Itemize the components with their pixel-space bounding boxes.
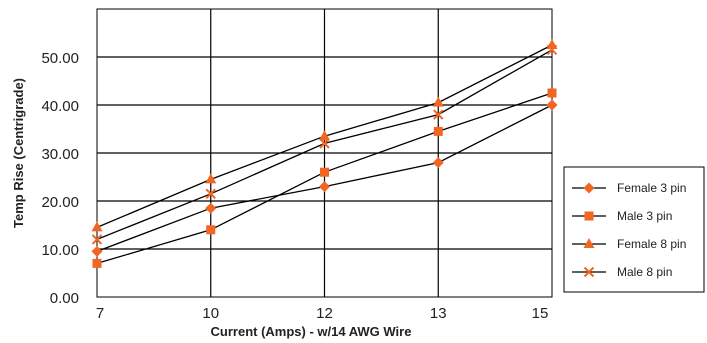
legend-label: Female 3 pin bbox=[617, 181, 686, 195]
y-tick-label: 30.00 bbox=[41, 146, 79, 163]
legend-item: Female 8 pin bbox=[572, 237, 686, 251]
x-tick-label: 13 bbox=[430, 305, 447, 322]
y-tick-label: 0.00 bbox=[50, 290, 79, 307]
x-marker-stroke bbox=[319, 138, 330, 149]
legend-label: Male 3 pin bbox=[617, 209, 672, 223]
legend: Female 3 pin Male 3 pin Female 8 pin Male 8… bbox=[563, 166, 705, 293]
data-point-x bbox=[319, 138, 330, 149]
data-point-x bbox=[205, 188, 216, 200]
data-point-x bbox=[433, 109, 444, 120]
legend-item: Male 3 pin bbox=[572, 209, 672, 223]
y-axis-label: Temp Rise (Centrigrade) bbox=[11, 78, 26, 228]
grid-lines bbox=[97, 9, 552, 297]
data-point-square bbox=[92, 258, 102, 268]
series-3 bbox=[91, 44, 558, 245]
data-point-square bbox=[320, 167, 329, 177]
data-point-square bbox=[547, 88, 557, 98]
data-point-square bbox=[433, 126, 443, 136]
data-point-square bbox=[206, 225, 216, 235]
legend-label: Female 8 pin bbox=[617, 237, 686, 251]
y-tick-label: 10.00 bbox=[41, 242, 79, 259]
data-point-diamond bbox=[91, 245, 103, 257]
data-point-triangle bbox=[432, 96, 444, 107]
x-tick-label: 7 bbox=[96, 305, 104, 322]
legend-marker-diamond bbox=[583, 182, 595, 194]
data-point-diamond bbox=[432, 157, 444, 169]
data-point-triangle bbox=[91, 221, 103, 232]
y-tick-label: 40.00 bbox=[41, 98, 79, 115]
y-tick-label: 20.00 bbox=[41, 194, 79, 211]
legend-marker-square bbox=[584, 211, 594, 221]
x-tick-labels: 7 10 12 13 15 bbox=[96, 305, 549, 322]
data-point-x bbox=[546, 44, 558, 56]
data-point-diamond bbox=[319, 181, 330, 193]
x-marker-stroke bbox=[546, 44, 558, 56]
x-tick-label: 10 bbox=[202, 305, 219, 322]
legend-marker-x bbox=[583, 266, 595, 278]
legend-marker-triangle bbox=[583, 238, 595, 248]
x-marker-stroke bbox=[91, 234, 103, 245]
data-point-triangle bbox=[319, 130, 330, 141]
y-tick-label: 50.00 bbox=[41, 50, 79, 67]
data-point-x bbox=[91, 234, 103, 245]
data-point-diamond bbox=[546, 99, 558, 111]
x-marker-stroke bbox=[583, 266, 595, 278]
y-tick-labels: 0.00 10.00 20.00 30.00 40.00 50.00 bbox=[41, 50, 79, 307]
legend-item: Female 3 pin bbox=[572, 181, 686, 195]
x-tick-label: 12 bbox=[316, 305, 333, 322]
series-group bbox=[91, 39, 558, 268]
legend-item: Male 8 pin bbox=[572, 265, 672, 279]
data-point-triangle bbox=[205, 173, 217, 184]
series-0 bbox=[91, 99, 558, 257]
x-axis-label: Current (Amps) - w/14 AWG Wire bbox=[211, 324, 412, 339]
x-tick-label: 15 bbox=[532, 305, 549, 322]
series-1 bbox=[92, 88, 557, 268]
data-point-diamond bbox=[205, 202, 217, 214]
legend-label: Male 8 pin bbox=[617, 265, 672, 279]
x-marker-stroke bbox=[433, 109, 444, 120]
x-marker-stroke bbox=[205, 188, 216, 200]
